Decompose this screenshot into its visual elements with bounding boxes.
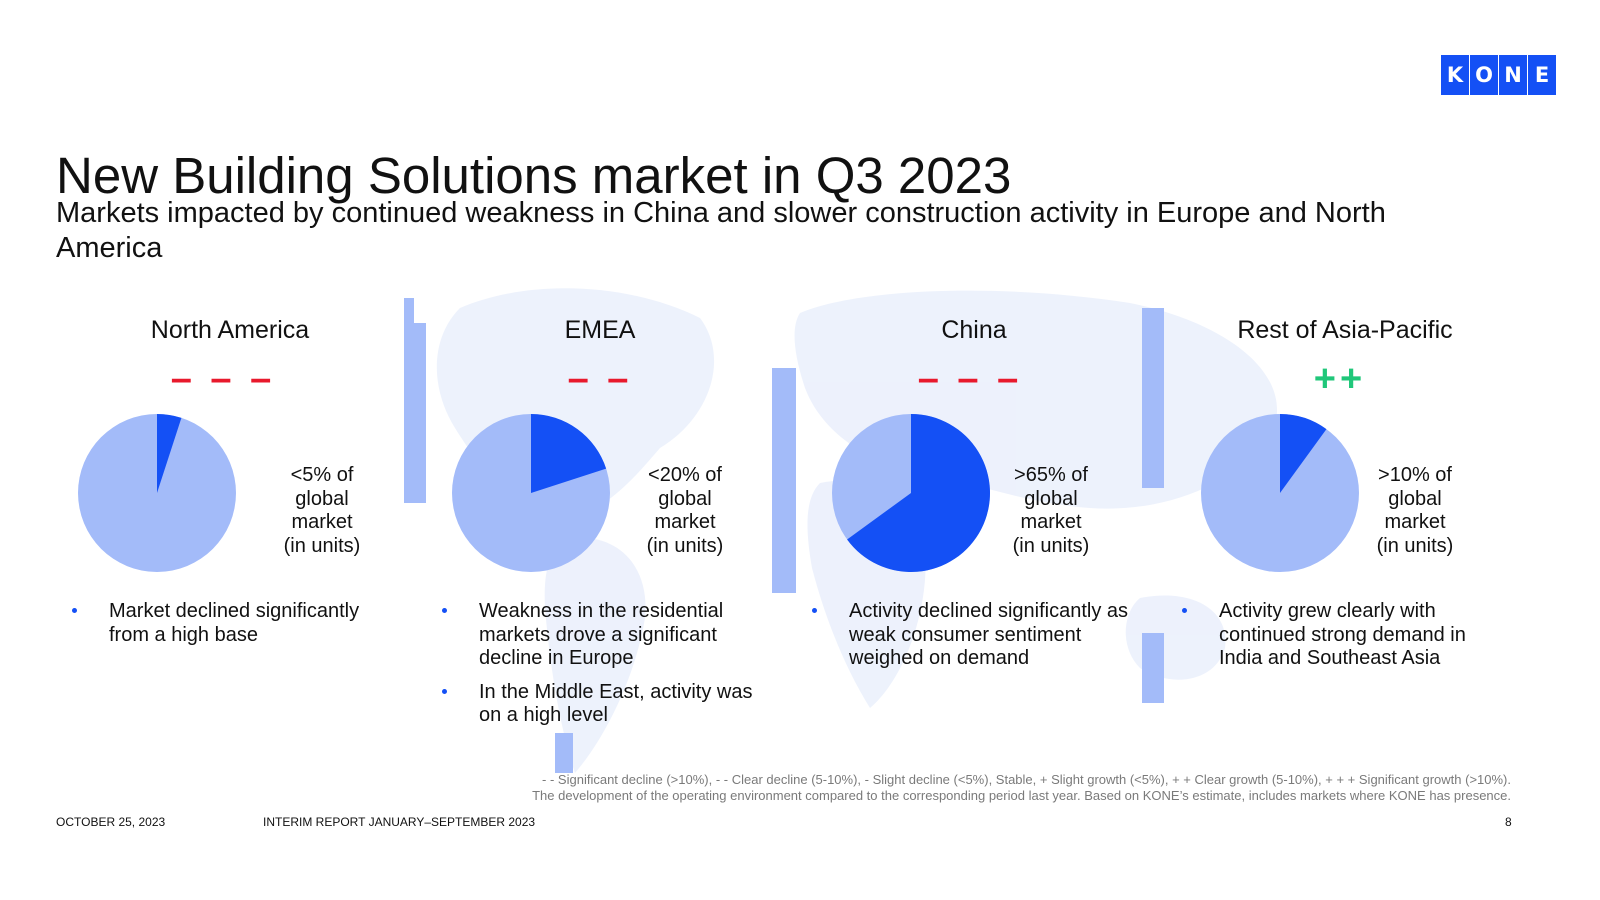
share-line: market: [291, 511, 353, 533]
bullet-dot-icon: [812, 608, 817, 613]
trend-indicator: – – –: [170, 358, 276, 400]
market-share-label: <5% of global market (in units): [262, 464, 382, 558]
logo-letter: K: [1441, 55, 1469, 95]
logo-letter: E: [1528, 55, 1556, 95]
market-share-pie: [832, 414, 990, 572]
trend-legend: - - Significant decline (>10%), - - Clea…: [532, 772, 1511, 804]
region-rest-of-asia-pacific: Rest of Asia-Pacific ++ >10% of global m…: [1172, 310, 1552, 760]
market-share-label: >10% of global market (in units): [1355, 464, 1475, 558]
market-share-pie: [452, 414, 610, 572]
market-share-pie: [78, 414, 236, 572]
bullet-item: Market declined significantly from a hig…: [62, 600, 392, 647]
region-north-america: North America – – – <5% of global market…: [62, 310, 442, 760]
bullet-text: Weakness in the residential markets drov…: [479, 600, 724, 669]
bullet-dot-icon: [72, 608, 77, 613]
bullet-dot-icon: [442, 688, 447, 694]
bullet-text: Market declined significantly from a hig…: [109, 600, 360, 646]
share-line: (in units): [646, 534, 724, 557]
trend-indicator: – – –: [917, 358, 1023, 400]
region-name: Rest of Asia-Pacific: [1237, 316, 1453, 344]
market-share-label: <20% of global market (in units): [625, 464, 745, 558]
bullet-list: Market declined significantly from a hig…: [62, 600, 392, 657]
footer-report-title: INTERIM REPORT JANUARY–SEPTEMBER 2023: [263, 815, 536, 829]
bullet-item: Activity declined significantly as weak …: [802, 600, 1132, 671]
logo-letter: N: [1499, 55, 1527, 95]
bullet-text: Activity grew clearly with continued str…: [1219, 600, 1466, 669]
trend-indicator: – –: [567, 358, 633, 400]
pie-share-slice: [531, 414, 607, 493]
bullet-dot-icon: [442, 608, 447, 613]
region-china: China – – – >65% of global market (in un…: [802, 310, 1182, 760]
share-line: global: [1388, 487, 1442, 510]
trend-indicator: ++: [1313, 358, 1367, 400]
bullet-list: Activity grew clearly with continued str…: [1172, 600, 1502, 681]
bullet-list: Weakness in the residential markets drov…: [432, 600, 762, 738]
page-title: New Building Solutions market in Q3 2023: [56, 147, 1012, 205]
legend-line: The development of the operating environ…: [532, 788, 1511, 803]
region-name: North America: [150, 316, 310, 344]
footer-date: OCTOBER 25, 2023: [56, 815, 166, 829]
market-share-label: >65% of global market (in units): [991, 464, 1111, 558]
market-share-pie: [1201, 414, 1359, 572]
page-number: 8: [1505, 815, 1512, 829]
share-line: (in units): [1012, 534, 1090, 557]
share-line: global: [295, 487, 349, 510]
share-line: global: [658, 487, 712, 510]
bullet-item: Weakness in the residential markets drov…: [432, 600, 762, 671]
region-name: EMEA: [564, 316, 636, 344]
pie-share-slice: [157, 414, 182, 493]
share-line: <5% of: [290, 464, 354, 486]
share-line: global: [1024, 487, 1078, 510]
share-line: (in units): [1376, 534, 1454, 557]
share-line: (in units): [283, 534, 361, 557]
bullet-item: Activity grew clearly with continued str…: [1172, 600, 1502, 671]
share-line: >65% of: [1014, 464, 1088, 486]
share-line: market: [654, 511, 716, 533]
bullet-text: Activity declined significantly as weak …: [849, 600, 1129, 669]
page-subtitle: Markets impacted by continued weakness i…: [56, 197, 1386, 264]
pie-share-slice: [847, 414, 990, 572]
bullet-dot-icon: [1182, 608, 1187, 613]
region-name: China: [941, 316, 1007, 344]
kone-logo: K O N E: [1441, 55, 1556, 95]
bullet-text: In the Middle East, activity was on a hi…: [479, 680, 753, 727]
bullet-item: In the Middle East, activity was on a hi…: [432, 681, 762, 728]
share-line: market: [1020, 511, 1082, 533]
region-emea: EMEA – – <20% of global market (in units…: [432, 310, 812, 760]
share-line: >10% of: [1378, 464, 1452, 486]
pie-share-slice: [1280, 414, 1327, 493]
bullet-list: Activity declined significantly as weak …: [802, 600, 1132, 681]
share-line: market: [1384, 511, 1446, 533]
share-line: <20% of: [648, 464, 722, 486]
logo-letter: O: [1470, 55, 1498, 95]
legend-line: - - Significant decline (>10%), - - Clea…: [542, 772, 1511, 787]
